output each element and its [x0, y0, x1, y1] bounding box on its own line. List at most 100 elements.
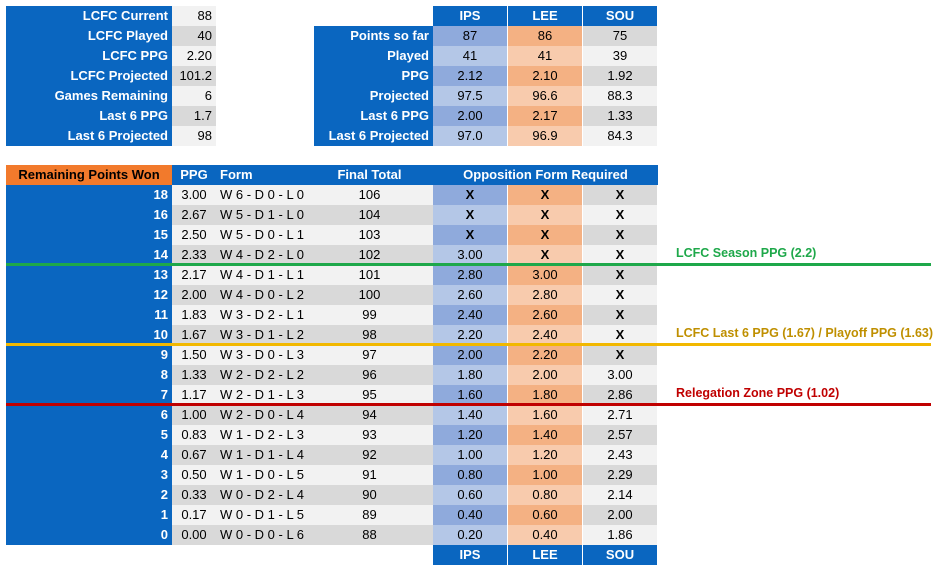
lee-required-cell: X — [508, 205, 582, 225]
ppg-cell: 2.00 — [172, 285, 216, 305]
rival-team-header: IPS — [433, 6, 507, 26]
final-total-cell: 92 — [306, 445, 433, 465]
sou-required-cell: 2.71 — [583, 405, 657, 425]
points-won-cell: 16 — [6, 205, 172, 225]
sou-required-cell: X — [583, 185, 657, 205]
threshold-label: Relegation Zone PPG (1.02) — [676, 386, 840, 400]
final-total-cell: 103 — [306, 225, 433, 245]
ppg-cell: 1.83 — [172, 305, 216, 325]
lee-required-cell: 2.40 — [508, 325, 582, 345]
lee-required-cell: 2.20 — [508, 345, 582, 365]
ppg-cell: 0.83 — [172, 425, 216, 445]
form-cell: W 5 - D 1 - L 0 — [216, 205, 306, 225]
points-won-cell: 1 — [6, 505, 172, 525]
lcfc-stat-value: 2.20 — [172, 46, 216, 66]
rival-value: 75 — [583, 26, 657, 46]
points-won-cell: 12 — [6, 285, 172, 305]
lcfc-stat-label: Games Remaining — [6, 86, 172, 106]
ips-required-cell: 1.60 — [433, 385, 507, 405]
form-cell: W 6 - D 0 - L 0 — [216, 185, 306, 205]
lcfc-stat-value: 6 — [172, 86, 216, 106]
ips-required-cell: 1.40 — [433, 405, 507, 425]
ppg-cell: 1.17 — [172, 385, 216, 405]
points-won-cell: 13 — [6, 265, 172, 285]
form-cell: W 2 - D 0 - L 4 — [216, 405, 306, 425]
ppg-cell: 2.33 — [172, 245, 216, 265]
final-total-cell: 93 — [306, 425, 433, 445]
sou-required-cell: X — [583, 245, 657, 265]
ppg-cell: 2.17 — [172, 265, 216, 285]
rival-row-label: Points so far — [314, 26, 433, 46]
sou-required-cell: X — [583, 265, 657, 285]
rival-value: 2.00 — [433, 106, 507, 126]
ips-required-cell: X — [433, 205, 507, 225]
ips-required-cell: 1.80 — [433, 365, 507, 385]
sou-required-cell: X — [583, 325, 657, 345]
points-won-cell: 4 — [6, 445, 172, 465]
form-cell: W 1 - D 2 - L 3 — [216, 425, 306, 445]
form-cell: W 5 - D 0 - L 1 — [216, 225, 306, 245]
ips-required-cell: X — [433, 225, 507, 245]
rival-value: 41 — [508, 46, 582, 66]
ips-required-cell: X — [433, 185, 507, 205]
lcfc-stat-label: Last 6 PPG — [6, 106, 172, 126]
lee-required-cell: 1.80 — [508, 385, 582, 405]
final-total-cell: 94 — [306, 405, 433, 425]
ips-required-cell: 0.40 — [433, 505, 507, 525]
points-won-cell: 18 — [6, 185, 172, 205]
final-total-cell: 91 — [306, 465, 433, 485]
rival-value: 2.12 — [433, 66, 507, 86]
sou-required-cell: 2.29 — [583, 465, 657, 485]
rival-value: 97.5 — [433, 86, 507, 106]
final-total-cell: 99 — [306, 305, 433, 325]
rival-value: 97.0 — [433, 126, 507, 146]
sou-required-cell: 2.57 — [583, 425, 657, 445]
lee-required-cell: 2.80 — [508, 285, 582, 305]
rival-value: 86 — [508, 26, 582, 46]
form-cell: W 1 - D 1 - L 4 — [216, 445, 306, 465]
ppg-cell: 2.50 — [172, 225, 216, 245]
rival-value: 96.6 — [508, 86, 582, 106]
ips-required-cell: 0.80 — [433, 465, 507, 485]
sou-required-cell: X — [583, 225, 657, 245]
points-won-cell: 3 — [6, 465, 172, 485]
rival-value: 39 — [583, 46, 657, 66]
lee-required-cell: 1.00 — [508, 465, 582, 485]
lcfc-stat-value: 98 — [172, 126, 216, 146]
sou-required-cell: 2.43 — [583, 445, 657, 465]
ips-required-cell: 2.00 — [433, 345, 507, 365]
rival-value: 88.3 — [583, 86, 657, 106]
lee-required-cell: 0.60 — [508, 505, 582, 525]
ips-required-cell: 2.40 — [433, 305, 507, 325]
footer-team-header: LEE — [508, 545, 582, 565]
sou-required-cell: 2.00 — [583, 505, 657, 525]
rival-value: 87 — [433, 26, 507, 46]
rival-value: 1.92 — [583, 66, 657, 86]
header-final-total: Final Total — [306, 165, 433, 185]
ips-required-cell: 0.20 — [433, 525, 507, 545]
form-cell: W 4 - D 2 - L 0 — [216, 245, 306, 265]
header-ppg: PPG — [172, 165, 216, 185]
rival-team-header: SOU — [583, 6, 657, 26]
lcfc-stat-label: Last 6 Projected — [6, 126, 172, 146]
threshold-line — [6, 343, 931, 346]
final-total-cell: 90 — [306, 485, 433, 505]
points-won-cell: 15 — [6, 225, 172, 245]
form-cell: W 2 - D 2 - L 2 — [216, 365, 306, 385]
rival-row-label: Last 6 Projected — [314, 126, 433, 146]
threshold-label: LCFC Last 6 PPG (1.67) / Playoff PPG (1.… — [676, 326, 934, 340]
final-total-cell: 106 — [306, 185, 433, 205]
final-total-cell: 97 — [306, 345, 433, 365]
points-won-cell: 14 — [6, 245, 172, 265]
lcfc-stat-value: 1.7 — [172, 106, 216, 126]
form-cell: W 3 - D 2 - L 1 — [216, 305, 306, 325]
ips-required-cell: 1.00 — [433, 445, 507, 465]
final-total-cell: 100 — [306, 285, 433, 305]
lcfc-stat-label: LCFC Projected — [6, 66, 172, 86]
header-opposition-form: Opposition Form Required — [433, 165, 658, 185]
rival-value: 41 — [433, 46, 507, 66]
final-total-cell: 104 — [306, 205, 433, 225]
lcfc-stat-value: 88 — [172, 6, 216, 26]
final-total-cell: 101 — [306, 265, 433, 285]
rival-row-label: Projected — [314, 86, 433, 106]
